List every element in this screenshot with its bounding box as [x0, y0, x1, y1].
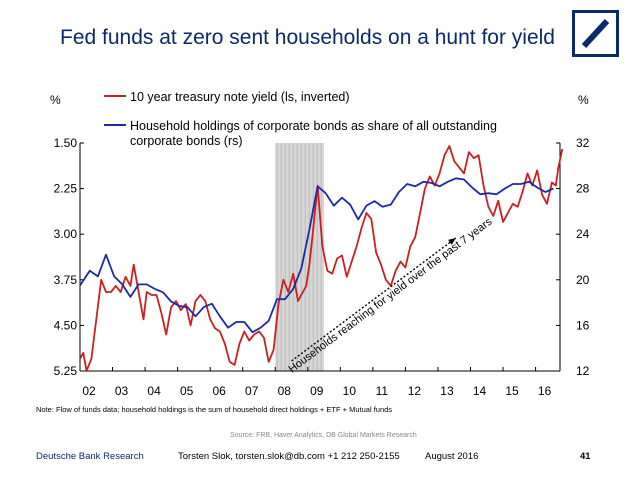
x-tick-label: 12: [408, 384, 422, 398]
annotation-arrowhead: [448, 238, 456, 245]
right-tick-label: 20: [576, 273, 590, 287]
x-tick-label: 04: [147, 384, 161, 398]
left-tick-label: 3.75: [54, 273, 78, 287]
footer-author: Torsten Slok, torsten.slok@db.com +1 212…: [178, 451, 400, 462]
x-tick-label: 03: [115, 384, 129, 398]
right-tick-label: 24: [576, 227, 590, 241]
x-tick-label: 13: [440, 384, 454, 398]
left-tick-label: 5.25: [54, 364, 78, 378]
x-tick-label: 06: [212, 384, 226, 398]
series-line-household-holdings: [79, 177, 554, 334]
x-tick-label: 07: [245, 384, 259, 398]
legend-label-holdings-line2: corporate bonds (rs): [130, 134, 243, 148]
footer-date: August 2016: [425, 451, 479, 462]
chart-source: Source: FRB, Haver Analytics, DB Global …: [230, 432, 417, 439]
left-tick-label: 2.25: [54, 182, 78, 196]
x-tick-label: 15: [505, 384, 519, 398]
right-tick-label: 32: [576, 136, 590, 150]
right-tick-label: 12: [576, 364, 590, 378]
x-tick-label: 08: [278, 384, 292, 398]
legend-label-treasury: 10 year treasury note yield (ls, inverte…: [130, 90, 350, 104]
right-unit-label: %: [578, 93, 589, 107]
x-tick-label: 09: [310, 384, 324, 398]
chart-note: Note: Flow of funds data; household hold…: [36, 405, 393, 414]
right-tick-label: 28: [576, 182, 590, 196]
left-unit-label: %: [50, 93, 61, 107]
page-title: Fed funds at zero sent households on a h…: [60, 26, 555, 49]
x-tick-label: 16: [538, 384, 552, 398]
x-tick-label: 11: [376, 384, 389, 398]
footer-page-number: 41: [580, 451, 591, 462]
x-tick-label: 10: [343, 384, 357, 398]
chart-svg: 1.50 2.25 3.00 3.75 4.50 5.25 32 28 24 20 16 12 02 03…: [50, 90, 590, 398]
x-tick-label: 14: [473, 384, 487, 398]
legend-label-holdings-line1: Household holdings of corporate bonds as…: [130, 119, 497, 133]
x-tick-label: 02: [82, 384, 96, 398]
left-tick-label: 4.50: [54, 318, 78, 332]
deutsche-bank-logo: [572, 10, 619, 57]
right-tick-label: 16: [576, 318, 590, 332]
left-tick-label: 3.00: [54, 227, 78, 241]
left-tick-label: 1.50: [54, 136, 78, 150]
shaded-period: [275, 143, 325, 371]
x-tick-label: 05: [180, 384, 194, 398]
footer-org: Deutsche Bank Research: [36, 451, 144, 462]
